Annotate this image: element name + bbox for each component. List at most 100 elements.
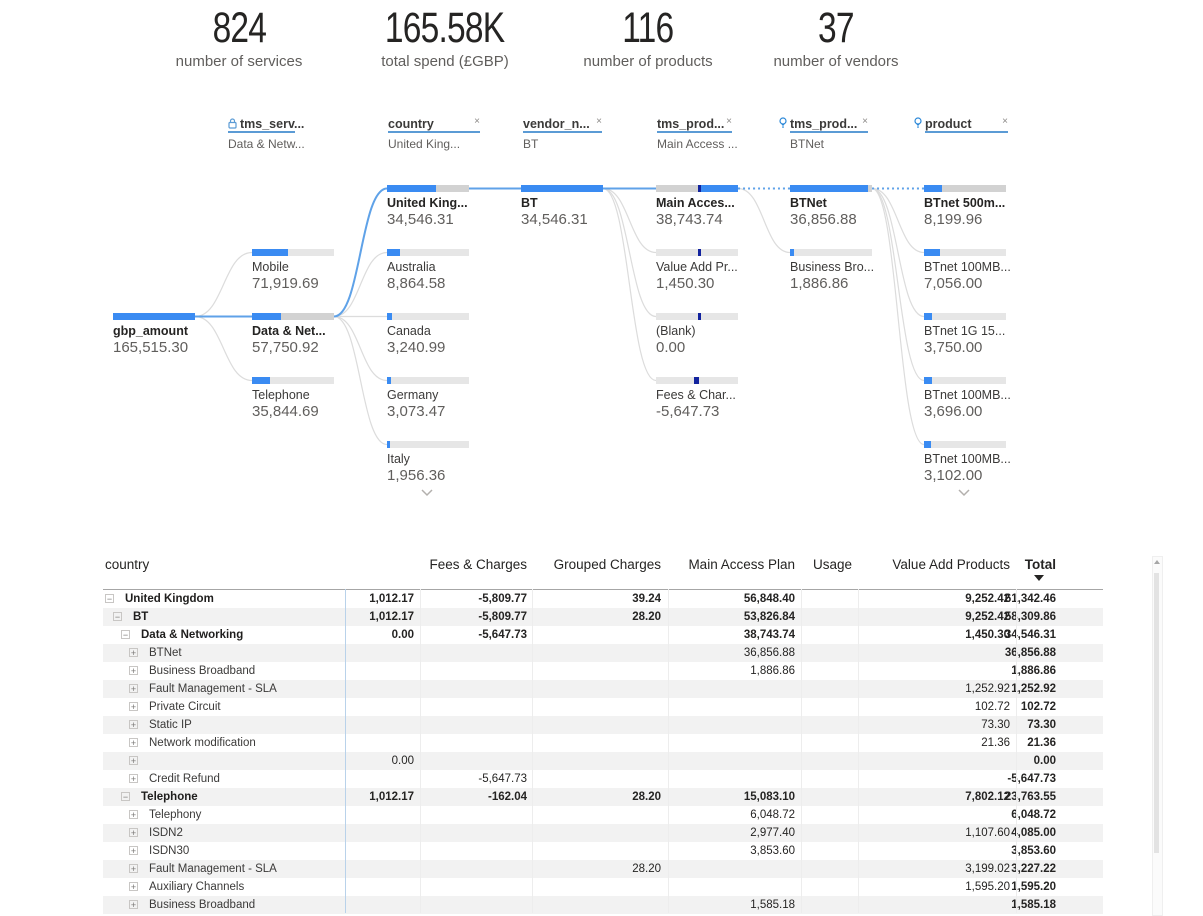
matrix-row[interactable]: + Business Broadband 1,585.18 1,585.18 [103, 896, 1103, 914]
expand-plus-icon[interactable]: + [129, 648, 138, 658]
matrix-row[interactable]: + ISDN30 3,853.60 3,853.60 [103, 842, 1103, 860]
tree-node-bar[interactable] [656, 377, 738, 384]
matrix-row[interactable]: + Static IP 73.30 73.30 [103, 716, 1103, 734]
breadcrumb-close-icon[interactable]: × [474, 116, 480, 127]
matrix-row[interactable]: + Private Circuit 102.72 102.72 [103, 698, 1103, 716]
matrix-row[interactable]: + Business Broadband 1,886.86 1,886.86 [103, 662, 1103, 680]
tree-node-bar[interactable] [656, 185, 738, 192]
matrix-row[interactable]: − Telephone 1,012.17 -162.04 28.20 15,083.10 7… [103, 788, 1103, 806]
breadcrumb-field-name[interactable]: country [388, 117, 434, 131]
tree-node-bar[interactable] [790, 185, 872, 192]
matrix-row[interactable]: + Credit Refund -5,647.73 -5,647.73 [103, 770, 1103, 788]
tree-node-bar[interactable] [924, 185, 1006, 192]
matrix-cell: 56,848.40 [743, 593, 795, 605]
matrix-row[interactable]: + Network modification 21.36 21.36 [103, 734, 1103, 752]
matrix-cell: 23,763.55 [1004, 791, 1056, 803]
expand-plus-icon[interactable]: + [129, 846, 138, 856]
matrix-row[interactable]: + Fault Management - SLA 1,252.92 1,252.92 [103, 680, 1103, 698]
breadcrumb-field-name[interactable]: vendor_n... [523, 117, 590, 131]
matrix-row[interactable]: +0.00 0.00 [103, 752, 1103, 770]
breadcrumb-field-name[interactable]: tms_serv... [240, 117, 305, 131]
matrix-row[interactable]: + Auxiliary Channels 1,595.20 1,595.20 [103, 878, 1103, 896]
tree-breadcrumb-country: country × United King... [388, 115, 480, 151]
tree-node-bar[interactable] [387, 313, 469, 320]
collapse-minus-icon[interactable]: − [121, 792, 130, 802]
scroll-down-chevron-icon[interactable] [421, 484, 433, 502]
matrix-scrollbar[interactable] [1152, 556, 1163, 916]
matrix-row[interactable]: + Telephony 6,048.72 6,048.72 [103, 806, 1103, 824]
tree-node-bar[interactable] [656, 313, 738, 320]
matrix-gridline-rowheader [345, 589, 346, 913]
breadcrumb-close-icon[interactable]: × [1002, 116, 1008, 127]
matrix-column-header-usage[interactable]: Usage [812, 557, 852, 572]
matrix-row[interactable]: + Fault Management - SLA 28.20 3,199.02 3,22… [103, 860, 1103, 878]
collapse-minus-icon[interactable]: − [121, 630, 130, 640]
matrix-cell: 1,252.92 [965, 683, 1010, 695]
breadcrumb-close-icon[interactable]: × [726, 116, 732, 127]
matrix-cell: -5,647.73 [1007, 773, 1056, 785]
tree-node-valueaddpr: Value Add Pr... 1,450.30 [656, 249, 752, 292]
tree-node-bar[interactable] [387, 249, 469, 256]
matrix-row-label: Business Broadband [149, 665, 256, 677]
expand-plus-icon[interactable]: + [129, 720, 138, 730]
collapse-minus-icon[interactable]: − [113, 612, 122, 622]
expand-plus-icon[interactable]: + [129, 738, 138, 748]
tree-node-bar[interactable] [521, 185, 603, 192]
tree-node-bar[interactable] [113, 313, 195, 320]
tree-node-bar[interactable] [252, 249, 334, 256]
expand-plus-icon[interactable]: + [129, 900, 138, 910]
matrix-column-header-total[interactable]: Total [1024, 557, 1056, 572]
expand-plus-icon[interactable]: + [129, 864, 138, 874]
tree-node-bar[interactable] [252, 377, 334, 384]
tree-node-bar[interactable] [656, 249, 738, 256]
matrix-cell: 58,309.86 [1004, 611, 1056, 623]
tree-node-bar[interactable] [252, 313, 334, 320]
expand-plus-icon[interactable]: + [129, 882, 138, 892]
scrollbar-thumb[interactable] [1154, 573, 1159, 853]
expand-plus-icon[interactable]: + [129, 684, 138, 694]
scroll-down-chevron-icon[interactable] [958, 484, 970, 502]
breadcrumb-close-icon[interactable]: × [862, 116, 868, 127]
breadcrumb-title-row: tms_prod... × [779, 115, 868, 133]
tree-node-bar-fill [924, 441, 931, 448]
matrix-column-header-grouped-charges[interactable]: Grouped Charges [553, 557, 661, 572]
tree-node-bar[interactable] [387, 377, 469, 384]
tree-node-label: BTnet 500m... [924, 196, 1006, 210]
tree-node-blank: (Blank) 0.00 [656, 313, 752, 356]
expand-plus-icon[interactable]: + [129, 828, 138, 838]
tree-node-label: Germany [387, 388, 439, 402]
tree-node-bar[interactable] [924, 441, 1006, 448]
expand-plus-icon[interactable]: + [129, 756, 138, 766]
matrix-row[interactable]: − BT 1,012.17 -5,809.77 28.20 53,826.84 9,252.… [103, 608, 1103, 626]
tree-node-bar[interactable] [387, 441, 469, 448]
expand-plus-icon[interactable]: + [129, 702, 138, 712]
matrix-cell: 61,342.46 [1004, 593, 1056, 605]
tree-node-bar[interactable] [790, 249, 872, 256]
country-matrix: country Fees & Charges Grouped Charges Main… [103, 552, 1103, 914]
tree-node-bar[interactable] [924, 313, 1006, 320]
matrix-row[interactable]: − United Kingdom 1,012.17 -5,809.77 39.24 56,… [103, 590, 1103, 608]
tree-node-bar[interactable] [924, 249, 1006, 256]
matrix-row[interactable]: + BTNet 36,856.88 36,856.88 [103, 644, 1103, 662]
tree-node-bar-fill [387, 185, 437, 192]
expand-plus-icon[interactable]: + [129, 810, 138, 820]
tree-node-bar[interactable] [387, 185, 469, 192]
matrix-column-header-main-access-plan[interactable]: Main Access Plan [688, 557, 795, 572]
matrix-column-header-fees-charges[interactable]: Fees & Charges [429, 557, 527, 572]
tree-node-value: 1,956.36 [387, 467, 446, 484]
breadcrumb-field-name[interactable]: product [925, 117, 972, 131]
breadcrumb-field-name[interactable]: tms_prod... [790, 117, 858, 131]
matrix-column-header-value-add-products[interactable]: Value Add Products [892, 557, 1010, 572]
breadcrumb-title-row: tms_prod... × [657, 115, 732, 133]
matrix-cell: -5,809.77 [478, 611, 527, 623]
tree-node-bar[interactable] [924, 377, 1006, 384]
tree-node-label: Mobile [252, 260, 289, 274]
collapse-minus-icon[interactable]: − [105, 594, 114, 604]
expand-plus-icon[interactable]: + [129, 774, 138, 784]
breadcrumb-close-icon[interactable]: × [596, 116, 602, 127]
matrix-row[interactable]: − Data & Networking 0.00 -5,647.73 38,743.74… [103, 626, 1103, 644]
scrollbar-up-arrow-icon[interactable] [1154, 560, 1160, 564]
breadcrumb-field-name[interactable]: tms_prod... [657, 117, 725, 131]
expand-plus-icon[interactable]: + [129, 666, 138, 676]
matrix-row[interactable]: + ISDN2 2,977.40 1,107.60 4,085.00 [103, 824, 1103, 842]
